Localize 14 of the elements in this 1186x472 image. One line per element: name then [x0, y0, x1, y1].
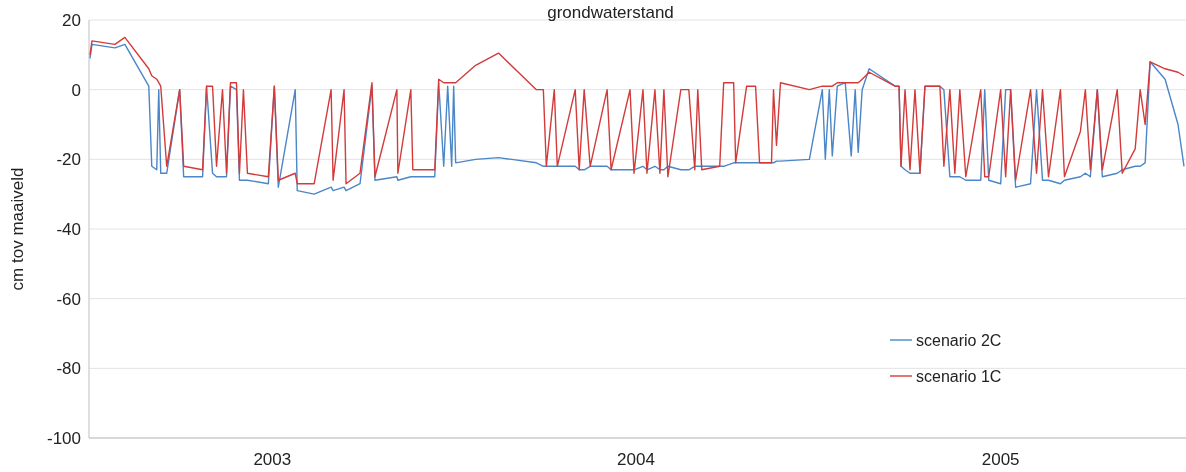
- y-tick-label: -60: [56, 289, 81, 309]
- y-axis-title: cm tov maaiveld: [8, 167, 27, 291]
- x-tick-label: 2003: [253, 450, 292, 469]
- y-tick-label: -20: [56, 150, 81, 170]
- chart-title: grondwaterstand: [547, 3, 674, 22]
- x-tick-label: 2005: [981, 450, 1020, 469]
- x-tick-label: 2004: [617, 450, 655, 469]
- legend-label: scenario 1C: [916, 367, 1002, 385]
- y-tick-label: -40: [56, 219, 81, 239]
- legend-label: scenario 2C: [916, 331, 1002, 349]
- y-tick-label: -80: [56, 359, 81, 379]
- y-tick-label: 20: [62, 10, 81, 30]
- y-tick-label: -100: [46, 428, 81, 448]
- y-tick-label: 0: [71, 80, 81, 100]
